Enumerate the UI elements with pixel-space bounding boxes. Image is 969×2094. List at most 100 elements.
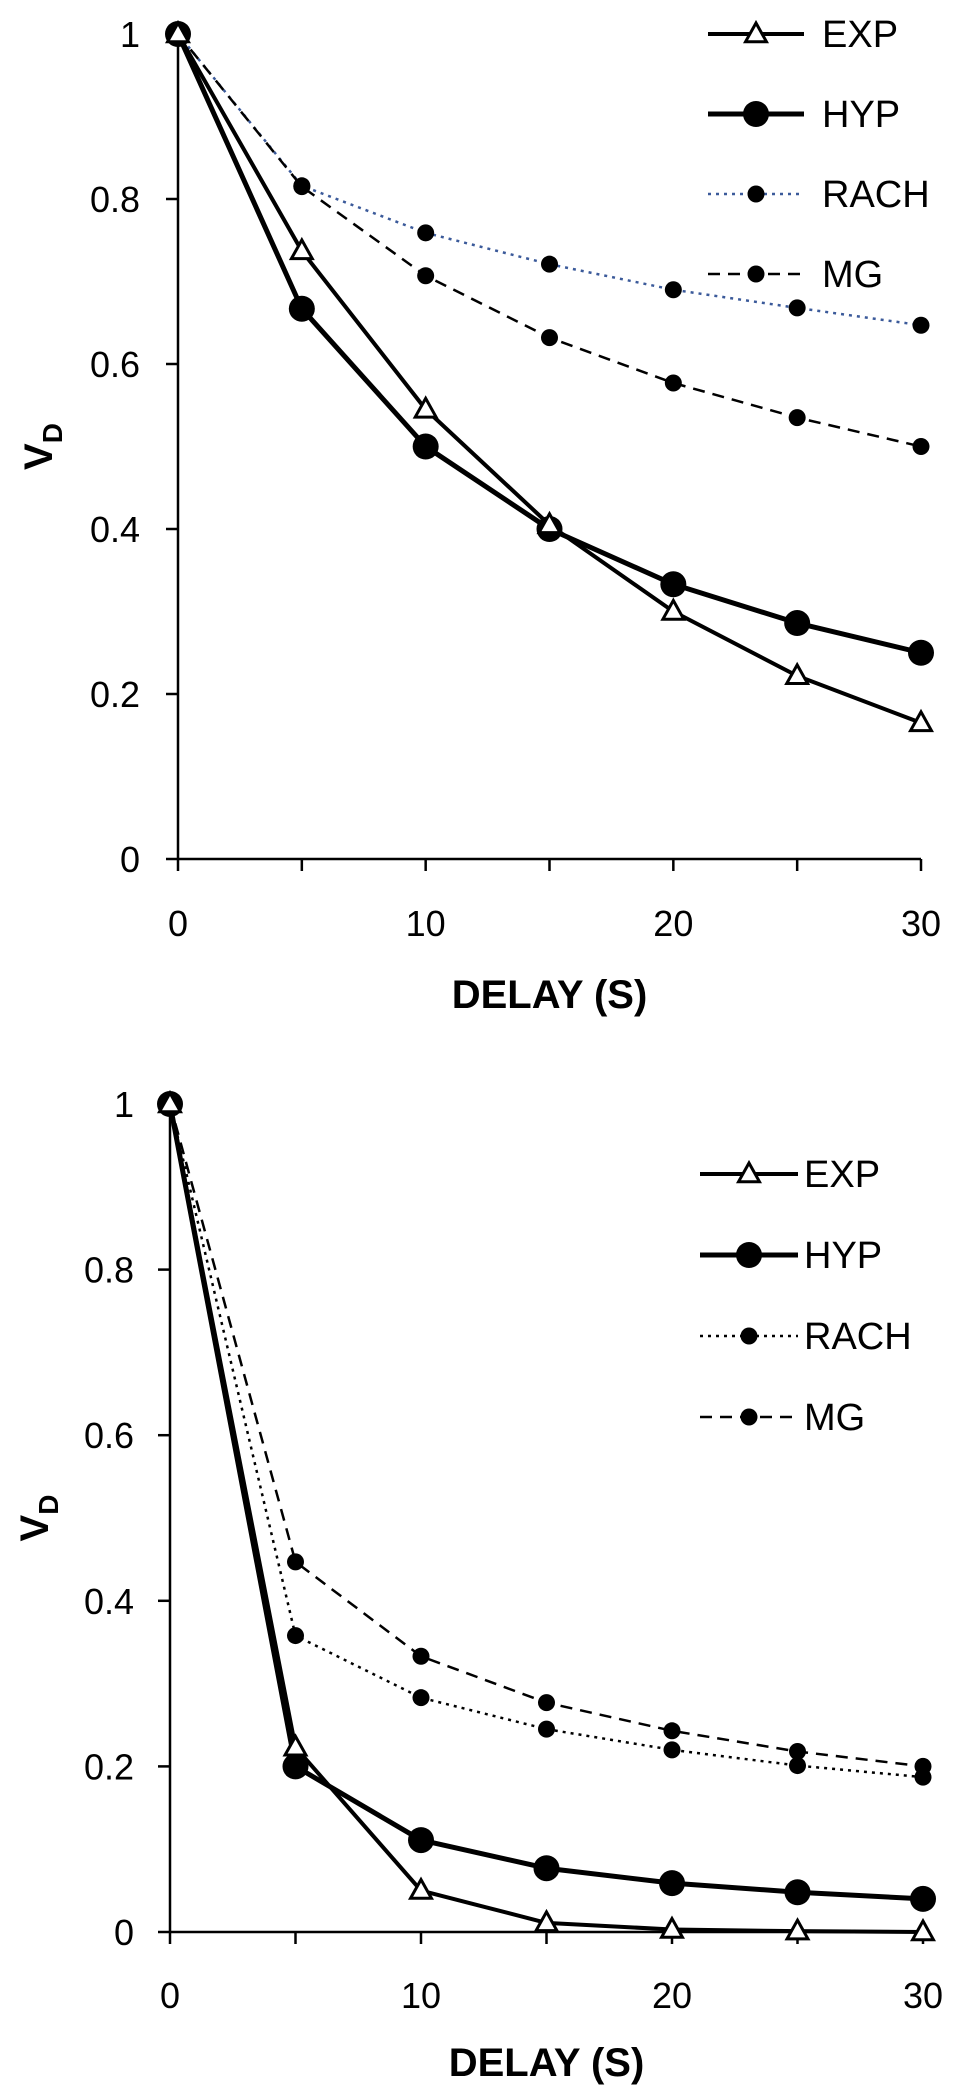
data-point-hyp xyxy=(282,1753,309,1780)
legend: EXP HYP RACH MG xyxy=(708,14,930,296)
y-tick-label: 0 xyxy=(120,839,140,880)
data-point-mg xyxy=(912,438,930,455)
data-point-rach xyxy=(789,1757,806,1775)
legend-item-mg: MG xyxy=(708,254,883,296)
data-point-hyp xyxy=(908,639,934,666)
legend-swatch-marker xyxy=(743,101,769,127)
data-point-exp xyxy=(164,19,192,44)
x-axis-title: DELAY (S) xyxy=(449,2041,645,2085)
legend-swatch-marker xyxy=(742,19,770,44)
data-point-exp xyxy=(536,510,563,535)
x-tick-label: 20 xyxy=(653,903,693,944)
y-tick-label: 0.8 xyxy=(84,1250,134,1291)
data-point-hyp xyxy=(533,1855,560,1882)
data-point-mg xyxy=(412,1647,430,1665)
data-point-hyp xyxy=(784,1879,811,1906)
x-tick-label: 30 xyxy=(903,1975,943,2016)
legend-item-hyp: HYP xyxy=(708,94,900,136)
series-line-mg xyxy=(177,33,922,448)
legend-swatch-marker xyxy=(740,1408,758,1426)
x-tick-label: 10 xyxy=(401,1975,441,2016)
y-tick-label: 0.4 xyxy=(84,1581,134,1622)
data-point-exp xyxy=(660,597,687,621)
legend-label: EXP xyxy=(804,1154,880,1196)
data-point-hyp xyxy=(659,1870,685,1897)
data-point-exp xyxy=(533,1908,560,1933)
data-point-rach xyxy=(412,1689,430,1707)
data-point-rach xyxy=(538,1720,555,1738)
legend-swatch-marker xyxy=(735,1159,763,1184)
legend-swatch-marker xyxy=(747,265,765,283)
x-tick-label: 20 xyxy=(652,1975,692,2016)
y-tick-label: 1 xyxy=(114,1084,134,1125)
series-mg xyxy=(169,25,930,455)
series-rach xyxy=(169,25,930,334)
series-mg xyxy=(161,1095,932,1775)
series-exp xyxy=(164,19,935,733)
y-tick-label: 0.6 xyxy=(84,1415,134,1456)
data-point-exp xyxy=(909,1917,937,1942)
legend-swatch-marker xyxy=(736,1242,762,1268)
data-point-exp xyxy=(288,236,315,261)
legend-item-rach: RACH xyxy=(700,1316,912,1358)
y-tick-label: 1 xyxy=(120,14,140,55)
data-point-mg xyxy=(541,329,558,347)
data-point-exp xyxy=(784,1917,811,1941)
legend-label: RACH xyxy=(804,1316,912,1358)
legend-label: MG xyxy=(804,1397,865,1439)
data-point-mg xyxy=(538,1694,555,1712)
legend-item-exp: EXP xyxy=(700,1154,880,1196)
x-tick-label: 10 xyxy=(406,903,446,944)
data-point-mg xyxy=(287,1553,304,1571)
data-point-rach xyxy=(912,316,930,334)
legend-item-rach: RACH xyxy=(708,174,930,216)
data-point-rach xyxy=(541,255,558,273)
data-point-hyp xyxy=(660,571,687,598)
series-hyp xyxy=(157,1091,936,1912)
data-point-rach xyxy=(788,299,806,317)
data-point-hyp xyxy=(784,610,811,637)
legend-label: MG xyxy=(822,254,883,296)
data-point-exp xyxy=(784,661,811,686)
y-axis-title: VD xyxy=(13,1495,64,1542)
data-point-mg xyxy=(293,178,311,196)
data-point-exp xyxy=(907,708,935,733)
data-point-mg xyxy=(417,267,435,285)
data-point-rach xyxy=(417,224,435,242)
legend-swatch-marker xyxy=(740,1327,758,1345)
x-axis-title: DELAY (S) xyxy=(452,973,648,1017)
data-point-mg xyxy=(789,1742,806,1760)
data-point-hyp xyxy=(408,1827,434,1854)
data-point-hyp xyxy=(412,433,439,460)
legend-item-exp: EXP xyxy=(708,14,898,56)
data-point-rach xyxy=(663,1741,681,1759)
data-point-rach xyxy=(287,1627,304,1645)
legend-label: RACH xyxy=(822,174,930,216)
legend: EXP HYP RACH MG xyxy=(700,1154,912,1439)
data-point-exp xyxy=(412,395,439,419)
y-tick-label: 0.2 xyxy=(84,1746,134,1787)
data-point-mg xyxy=(914,1757,932,1775)
legend-label: EXP xyxy=(822,14,898,56)
data-point-exp xyxy=(156,1089,184,1114)
y-tick-label: 0 xyxy=(114,1912,134,1953)
legend-label: HYP xyxy=(822,94,900,136)
y-axis-title-main: V xyxy=(17,443,61,470)
data-point-hyp xyxy=(288,295,315,322)
data-point-exp xyxy=(282,1733,309,1757)
x-tick-label: 0 xyxy=(160,1975,180,2016)
y-axis-title-subscript: D xyxy=(33,1495,64,1515)
legend-label: HYP xyxy=(804,1235,882,1277)
data-point-mg xyxy=(788,409,806,427)
data-point-hyp xyxy=(910,1885,936,1912)
legend-item-hyp: HYP xyxy=(700,1235,882,1277)
y-tick-label: 0.4 xyxy=(90,509,140,550)
x-tick-label: 0 xyxy=(168,903,188,944)
data-point-mg xyxy=(664,374,682,392)
y-tick-label: 0.8 xyxy=(90,179,140,220)
data-point-mg xyxy=(663,1722,681,1740)
y-tick-label: 0.6 xyxy=(90,344,140,385)
y-axis-title: VD xyxy=(17,423,68,470)
